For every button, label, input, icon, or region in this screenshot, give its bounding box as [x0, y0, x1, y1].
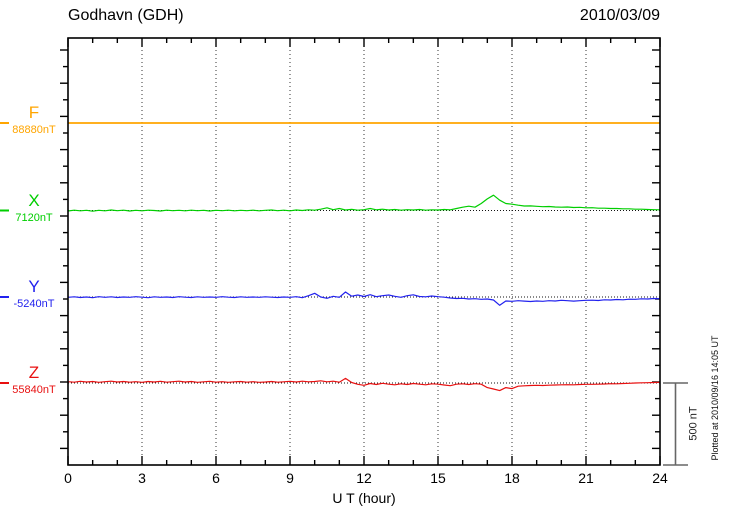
plot-date: 2010/03/09 [579, 7, 660, 24]
channel-label-Y: Y -5240nT [2, 278, 66, 310]
channel-baseline-Z: 55840nT [12, 384, 56, 396]
x-tick-label-18: 18 [504, 470, 520, 486]
channel-letter-X: X [28, 191, 40, 210]
x-axis-title: U T (hour) [332, 490, 396, 506]
x-tick-label-15: 15 [430, 470, 446, 486]
x-tick-label-21: 21 [578, 470, 594, 486]
x-tick-label-24: 24 [652, 470, 668, 486]
x-tick-label-3: 3 [138, 470, 146, 486]
station-title: Godhavn (GDH) [68, 7, 184, 24]
channel-label-F: F 88880nT [2, 104, 66, 136]
x-tick-label-9: 9 [286, 470, 294, 486]
channel-letter-F: F [28, 103, 40, 122]
channel-letter-Y: Y [28, 277, 40, 296]
x-tick-label-6: 6 [212, 470, 220, 486]
x-tick-label-0: 0 [64, 470, 72, 486]
channel-baseline-Y: -5240nT [13, 298, 55, 310]
channel-letter-Z: Z [28, 363, 40, 382]
channel-baseline-F: 88880nT [12, 124, 56, 136]
x-tick-label-12: 12 [356, 470, 372, 486]
trace-Z [67, 377, 661, 392]
trace-Y [67, 291, 661, 306]
plotted-at-note: Plotted at 2010/09/16 14:05 UT [710, 335, 720, 461]
channel-label-X: X 7120nT [2, 192, 66, 224]
channel-label-Z: Z 55840nT [2, 364, 66, 396]
plot-frame [67, 37, 661, 466]
scale-bar-label: 500 nT [687, 406, 700, 441]
channel-baseline-X: 7120nT [15, 212, 53, 224]
trace-X [67, 194, 661, 212]
